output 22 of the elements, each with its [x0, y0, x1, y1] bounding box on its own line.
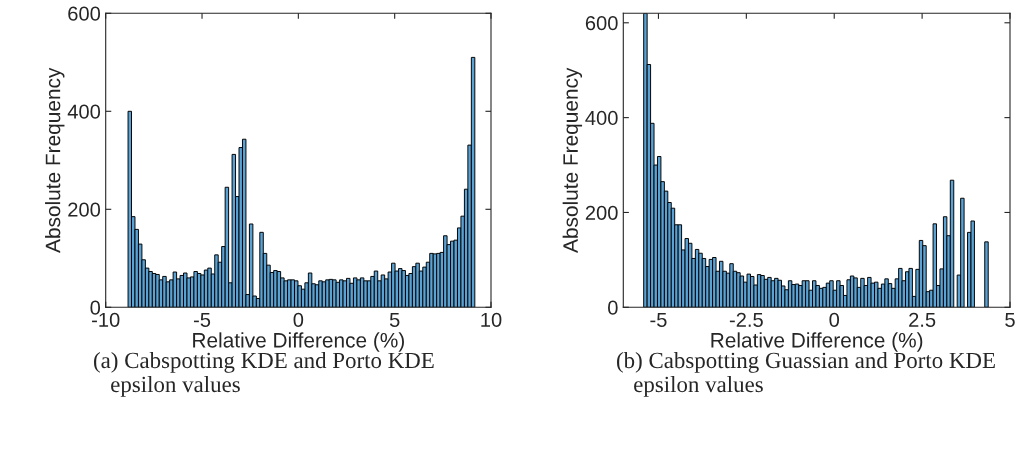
x-tick-label: -2.5 — [729, 312, 763, 327]
x-axis-title: Relative Difference (%) — [711, 332, 923, 352]
y-axis-title: Absolute Frequency — [45, 67, 65, 253]
x-tick-label: 0 — [829, 312, 840, 327]
x-tick-label: 5 — [389, 312, 400, 327]
text: (a) Cabspotting KDE and Porto KDE epsilon values — [94, 352, 434, 397]
y-tick-label: 200 — [585, 205, 618, 220]
x-tick-label: -5 — [650, 312, 667, 327]
text: (b) Cabspotting Guassian and Porto KDE epsilon values — [617, 352, 995, 397]
y-tick-label: 600 — [68, 6, 101, 21]
x-tick-label: 2.5 — [909, 312, 936, 327]
x-axis-title: Relative Difference (%) — [193, 332, 404, 352]
x-tick-label: 5 — [1005, 312, 1015, 327]
y-tick-label: 200 — [68, 202, 101, 217]
y-axis-title: Absolute Frequency — [562, 67, 583, 253]
x-tick-label: 0 — [293, 312, 304, 327]
y-tick-label: 0 — [608, 300, 618, 315]
y-tick-label: 400 — [585, 110, 618, 126]
x-tick-label: 10 — [481, 312, 502, 327]
x-tick-label: -5 — [193, 312, 211, 327]
y-tick-label: 400 — [67, 104, 101, 119]
y-tick-label: 600 — [585, 16, 618, 31]
